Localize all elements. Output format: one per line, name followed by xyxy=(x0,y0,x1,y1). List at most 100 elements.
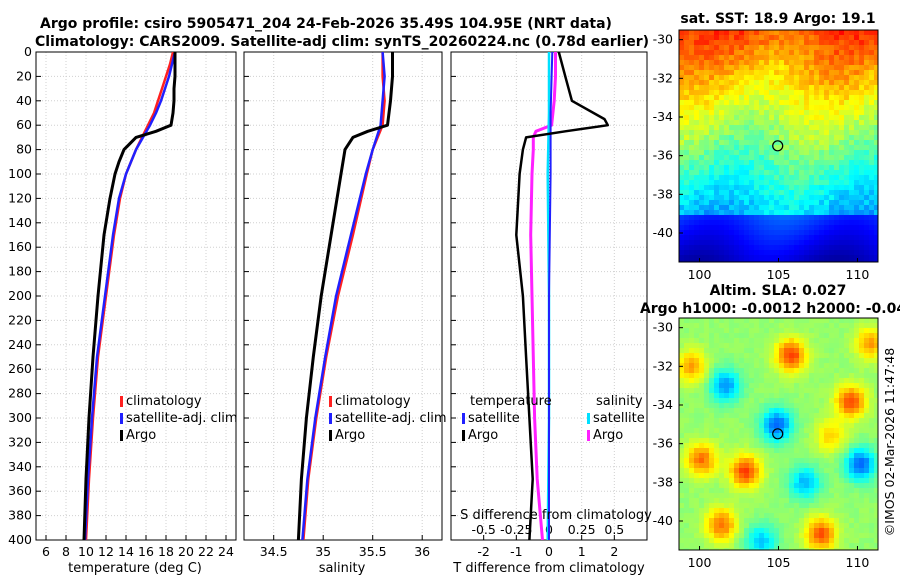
map-cell xyxy=(779,155,785,161)
map-cell xyxy=(759,55,765,61)
map-cell xyxy=(834,50,840,56)
map-cell xyxy=(834,85,840,91)
map-cell xyxy=(729,438,735,444)
map-cell xyxy=(774,180,780,186)
map-cell xyxy=(854,503,860,509)
map-x-tick-label: 110 xyxy=(846,267,870,282)
map-cell xyxy=(719,493,725,499)
map-cell xyxy=(834,423,840,429)
map-cell xyxy=(774,448,780,454)
map-cell xyxy=(819,45,825,51)
map-cell xyxy=(689,220,695,226)
map-cell xyxy=(719,383,725,389)
map-cell xyxy=(804,50,810,56)
map-cell xyxy=(759,433,765,439)
map-cell xyxy=(819,343,825,349)
map-cell xyxy=(869,85,875,91)
map-cell xyxy=(794,240,800,246)
map-cell xyxy=(824,65,830,71)
map-cell xyxy=(729,170,735,176)
map-cell xyxy=(769,348,775,354)
map-cell xyxy=(684,328,690,334)
map-cell xyxy=(849,95,855,101)
map-cell xyxy=(759,210,765,216)
map-cell xyxy=(804,433,810,439)
map-cell xyxy=(724,438,730,444)
map-cell xyxy=(709,90,715,96)
map-cell xyxy=(849,448,855,454)
map-cell xyxy=(749,518,755,524)
map-cell xyxy=(784,368,790,374)
map-cell xyxy=(784,503,790,509)
map-cell xyxy=(799,453,805,459)
map-cell xyxy=(709,468,715,474)
map-cell xyxy=(689,528,695,534)
map-cell xyxy=(759,498,765,504)
map-cell xyxy=(854,543,860,549)
map-cell xyxy=(719,458,725,464)
satellite-clim-line xyxy=(83,52,177,540)
map-cell xyxy=(814,250,820,256)
map-cell xyxy=(754,393,760,399)
map-cell xyxy=(779,195,785,201)
map-cell xyxy=(694,543,700,549)
map-cell xyxy=(814,453,820,459)
map-cell xyxy=(699,170,705,176)
map-cell xyxy=(704,338,710,344)
map-cell xyxy=(859,338,865,344)
map-cell xyxy=(819,493,825,499)
map-cell xyxy=(854,115,860,121)
map-cell xyxy=(729,70,735,76)
map-cell xyxy=(839,548,845,550)
map-cell xyxy=(799,448,805,454)
map-cell xyxy=(804,250,810,256)
map-cell xyxy=(709,195,715,201)
map-cell xyxy=(799,498,805,504)
map-cell xyxy=(699,135,705,141)
map-cell xyxy=(809,368,815,374)
map-cell xyxy=(809,463,815,469)
map-cell xyxy=(714,195,720,201)
map-cell xyxy=(699,463,705,469)
map-cell xyxy=(764,110,770,116)
map-cell xyxy=(809,75,815,81)
map-cell xyxy=(834,165,840,171)
map-cell xyxy=(694,413,700,419)
map-cell xyxy=(859,423,865,429)
map-cell xyxy=(829,170,835,176)
map-cell xyxy=(869,448,875,454)
map-cell xyxy=(789,318,795,324)
map-cell xyxy=(869,95,875,101)
map-cell xyxy=(729,190,735,196)
map-cell xyxy=(789,70,795,76)
map-cell xyxy=(819,323,825,329)
map-cell xyxy=(709,363,715,369)
map-cell xyxy=(779,185,785,191)
map-cell xyxy=(829,523,835,529)
map-cell xyxy=(869,483,875,489)
map-cell xyxy=(774,353,780,359)
map-cell xyxy=(844,225,850,231)
map-cell xyxy=(874,240,878,246)
map-cell xyxy=(789,50,795,56)
map-cell xyxy=(794,175,800,181)
map-cell xyxy=(834,120,840,126)
map-cell xyxy=(804,100,810,106)
map-cell xyxy=(854,423,860,429)
map-cell xyxy=(759,418,765,424)
map-cell xyxy=(829,190,835,196)
map-cell xyxy=(679,473,685,479)
map-cell xyxy=(769,140,775,146)
map-cell xyxy=(789,388,795,394)
map-cell xyxy=(839,85,845,91)
map-cell xyxy=(719,423,725,429)
map-cell xyxy=(684,250,690,256)
sal-diff-legend-satellite-swatch xyxy=(587,413,590,424)
map-cell xyxy=(749,543,755,549)
map-cell xyxy=(729,348,735,354)
map-cell xyxy=(734,160,740,166)
map-cell xyxy=(839,353,845,359)
map-cell xyxy=(734,130,740,136)
map-cell xyxy=(824,35,830,41)
map-cell xyxy=(844,383,850,389)
